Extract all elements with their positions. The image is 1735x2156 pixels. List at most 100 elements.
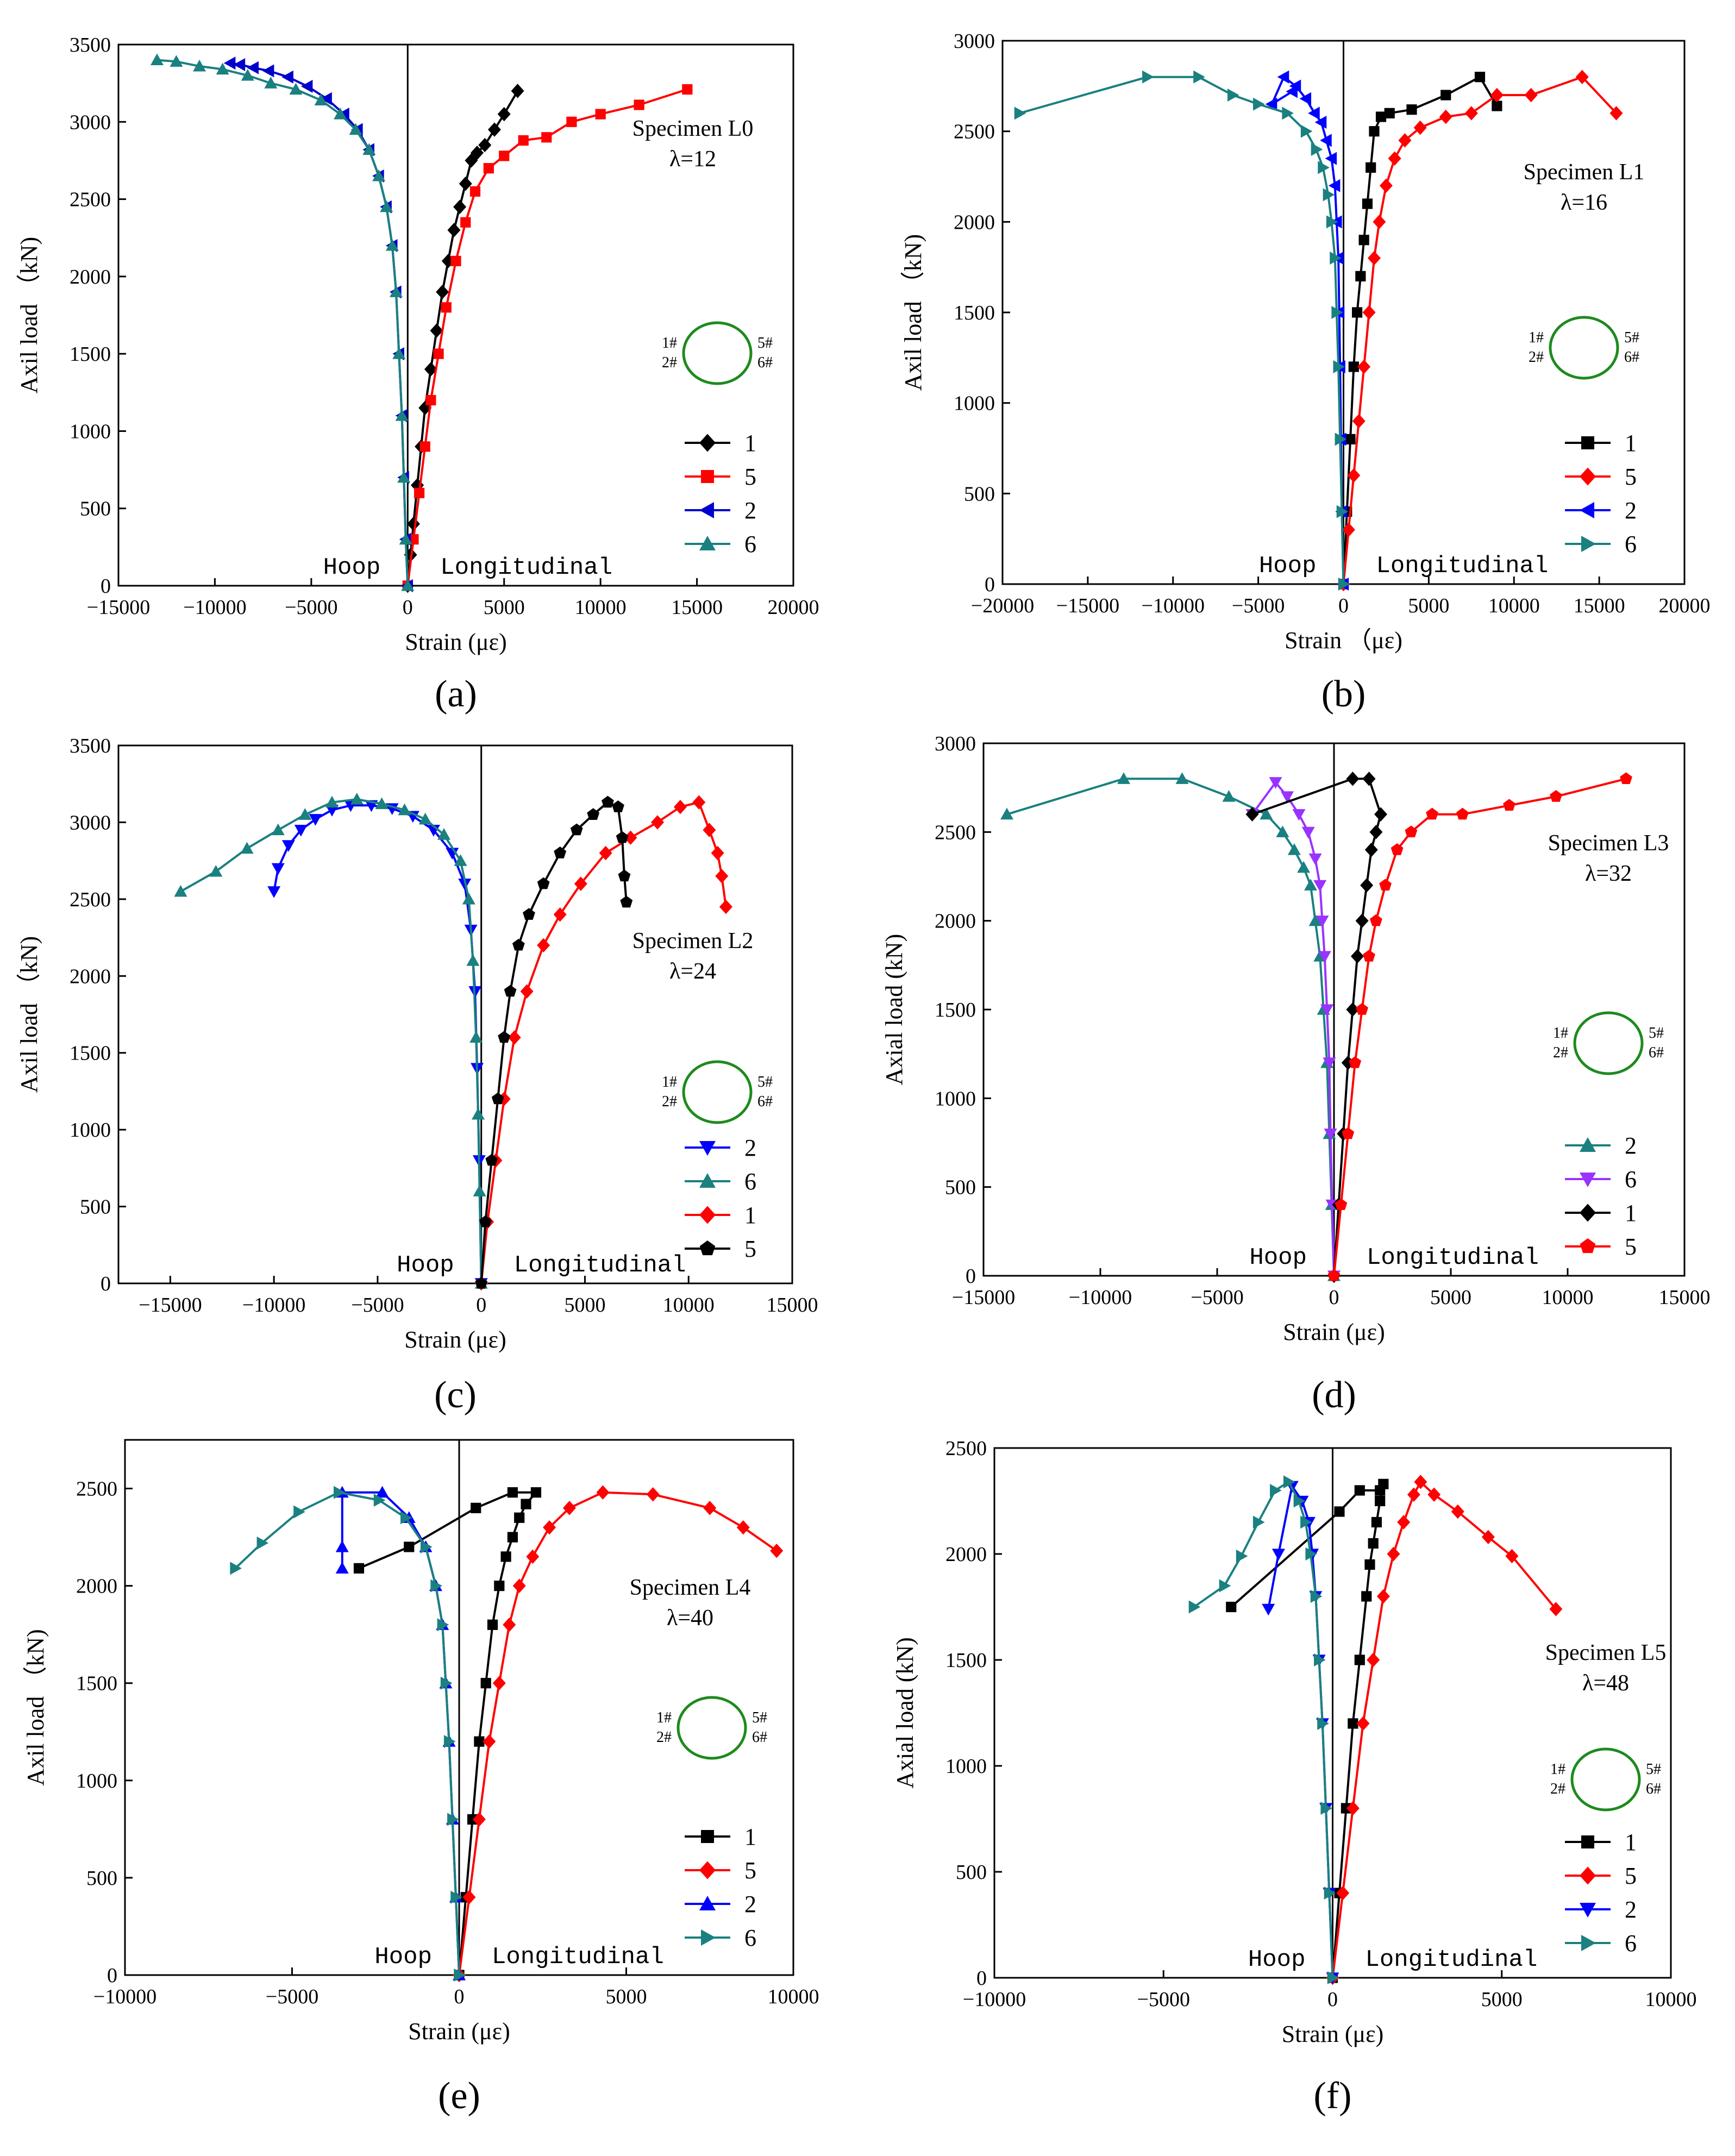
legend-marker (699, 1206, 716, 1224)
y-tick-label: 2500 (76, 1478, 117, 1501)
y-tick-label: 2000 (70, 266, 111, 289)
data-point (1283, 1475, 1295, 1489)
series-5 (1326, 1475, 1563, 1985)
data-point (500, 1551, 511, 1562)
x-tick-label: 10000 (1488, 594, 1540, 617)
data-point (1346, 1002, 1360, 1017)
chart-panel-c: −15000 −10000 −5000 0 5000 10000 15000 0 500 1000… (16, 735, 818, 1416)
y-tick-label: 2500 (945, 1437, 987, 1460)
data-point (209, 864, 223, 877)
data-point (1355, 271, 1366, 281)
y-tick-label: 1500 (70, 343, 111, 366)
legend-label: 5 (1625, 463, 1637, 490)
data-point (1364, 1559, 1375, 1570)
legend-marker (1580, 1238, 1596, 1254)
data-point (553, 907, 567, 922)
data-point (599, 845, 612, 861)
data-point (1524, 87, 1538, 103)
data-point (1379, 879, 1392, 891)
chart-panel-e: −10000 −5000 0 5000 10000 0 500 1000 1500 2000 250… (22, 1439, 819, 2117)
data-point (523, 908, 535, 920)
y-tick-label: 3000 (70, 811, 111, 834)
x-tick-label: −15000 (87, 596, 150, 619)
data-point (1348, 361, 1359, 372)
data-point (1364, 842, 1378, 857)
gauge-label-6: 6# (757, 354, 773, 371)
data-point (1142, 70, 1154, 84)
data-point (602, 795, 614, 808)
legend-label: 2 (744, 1135, 756, 1161)
data-point (1308, 106, 1320, 120)
data-point (1272, 1549, 1285, 1560)
data-point (1388, 151, 1401, 166)
data-point (1323, 1057, 1336, 1069)
data-point (1316, 916, 1329, 927)
data-point (1490, 87, 1504, 103)
panel-tag: (e) (438, 2075, 480, 2117)
data-point (1346, 1801, 1360, 1816)
data-point (334, 108, 347, 120)
data-point (1361, 1591, 1372, 1602)
x-tick-label: 5000 (1430, 1286, 1471, 1309)
gauge-label-5: 5# (752, 1709, 767, 1726)
data-point (521, 1499, 531, 1509)
data-point (1301, 826, 1315, 839)
data-point (574, 876, 587, 891)
y-tick-label: 1500 (935, 999, 976, 1021)
data-point (454, 854, 467, 866)
data-point (1413, 120, 1427, 135)
plot-frame (117, 744, 793, 1284)
data-point (453, 199, 467, 214)
data-point (240, 842, 254, 854)
data-point (566, 116, 577, 127)
data-point (682, 84, 693, 95)
legend-label: 6 (1625, 531, 1637, 557)
data-point (562, 1501, 576, 1515)
chart-panel-d: −15000 −10000 −5000 0 5000 10000 15000 0 500 1000… (881, 732, 1711, 1416)
data-point (1354, 1654, 1365, 1665)
data-point (469, 1031, 483, 1043)
x-tick-label: −10000 (1069, 1286, 1132, 1309)
data-point (1262, 1603, 1275, 1616)
data-point (281, 840, 295, 852)
data-point (1426, 807, 1439, 820)
data-point (1549, 1602, 1563, 1616)
series-line (156, 59, 409, 586)
data-point (483, 163, 494, 174)
data-point (1270, 1484, 1282, 1497)
legend-marker (699, 1173, 716, 1188)
data-point (485, 1154, 498, 1166)
gauge-label-5: 5# (1624, 329, 1639, 346)
data-point (1299, 92, 1312, 105)
y-tick-label: 0 (966, 1265, 976, 1288)
slenderness-label: λ=24 (669, 959, 716, 984)
data-point (1575, 70, 1589, 84)
data-point (1328, 179, 1341, 192)
legend-label: 6 (744, 531, 756, 557)
data-point (1338, 578, 1350, 591)
x-tick-label: 0 (454, 1985, 465, 2008)
data-point (443, 1735, 456, 1748)
data-point (1348, 1718, 1358, 1729)
y-tick-label: 0 (101, 575, 111, 598)
data-point (1369, 126, 1380, 137)
data-point (1362, 772, 1376, 786)
data-point (1379, 178, 1393, 193)
data-point (1117, 772, 1130, 784)
data-point (372, 169, 386, 181)
data-point (1175, 772, 1189, 784)
y-tick-label: 500 (86, 1867, 117, 1890)
x-axis-label: Strain (με) (1282, 2021, 1383, 2047)
data-point (433, 348, 444, 359)
data-point (1352, 413, 1366, 429)
y-tick-label: 500 (80, 1196, 111, 1219)
series-line (1342, 76, 1617, 585)
y-tick-label: 500 (964, 482, 995, 505)
x-tick-label: 10000 (1645, 1988, 1697, 2011)
data-point (1360, 878, 1374, 893)
data-point (503, 1618, 516, 1632)
data-point (616, 831, 629, 843)
gauge-label-6: 6# (752, 1729, 767, 1746)
data-point (1277, 70, 1289, 84)
